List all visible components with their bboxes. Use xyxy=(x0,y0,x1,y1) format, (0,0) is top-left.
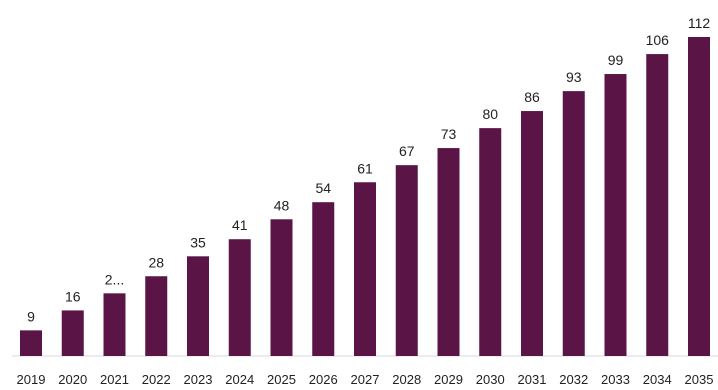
x-tick-label-2030: 2030 xyxy=(476,372,505,387)
data-label-2033: 99 xyxy=(608,52,624,68)
x-tick-label-2027: 2027 xyxy=(351,372,380,387)
bar-2024 xyxy=(228,239,251,356)
x-tick-label-2021: 2021 xyxy=(100,372,129,387)
x-tick-label-2035: 2035 xyxy=(685,372,714,387)
x-tick-label-2026: 2026 xyxy=(309,372,338,387)
data-label-2029: 73 xyxy=(441,126,457,142)
bar-2022 xyxy=(145,276,168,356)
bar-2025 xyxy=(270,219,293,356)
data-label-2034: 106 xyxy=(646,32,670,48)
x-tick-label-2028: 2028 xyxy=(392,372,421,387)
bar-2028 xyxy=(395,165,418,356)
x-tick-label-2029: 2029 xyxy=(434,372,463,387)
data-label-2031: 86 xyxy=(524,89,540,105)
x-tick-label-2022: 2022 xyxy=(142,372,171,387)
data-label-2026: 54 xyxy=(315,180,331,196)
bar-2021 xyxy=(103,293,126,356)
data-label-2035: 112 xyxy=(688,15,711,31)
data-label-2021: 2... xyxy=(105,271,124,287)
bar-2033 xyxy=(604,74,627,356)
x-tick-label-2024: 2024 xyxy=(225,372,254,387)
bar-2032 xyxy=(562,91,585,357)
x-tick-label-2020: 2020 xyxy=(58,372,87,387)
data-label-2019: 9 xyxy=(27,308,35,324)
data-label-2020: 16 xyxy=(65,288,81,304)
data-label-2024: 41 xyxy=(232,217,248,233)
x-tick-label-2025: 2025 xyxy=(267,372,296,387)
x-tick-label-2019: 2019 xyxy=(17,372,46,387)
x-tick-label-2032: 2032 xyxy=(559,372,588,387)
x-tick-label-2023: 2023 xyxy=(184,372,213,387)
data-label-2030: 80 xyxy=(482,106,498,122)
bar-2026 xyxy=(312,202,335,356)
x-tick-label-2031: 2031 xyxy=(518,372,547,387)
data-label-2025: 48 xyxy=(274,197,290,213)
bar-2035 xyxy=(688,37,710,356)
data-label-2027: 61 xyxy=(357,160,373,176)
data-label-2028: 67 xyxy=(399,143,415,159)
bar-2027 xyxy=(354,182,376,356)
bar-2029 xyxy=(437,148,460,356)
x-tick-label-2034: 2034 xyxy=(643,372,672,387)
data-label-2022: 28 xyxy=(148,254,164,270)
bar-2019 xyxy=(20,330,42,356)
bar-2030 xyxy=(479,128,502,356)
bar-2023 xyxy=(187,256,209,356)
data-label-2023: 35 xyxy=(190,234,206,250)
bar-2034 xyxy=(646,54,669,357)
bar-2020 xyxy=(61,310,84,356)
x-tick-label-2033: 2033 xyxy=(601,372,630,387)
bar-2031 xyxy=(521,111,543,356)
data-label-2032: 93 xyxy=(566,69,582,85)
